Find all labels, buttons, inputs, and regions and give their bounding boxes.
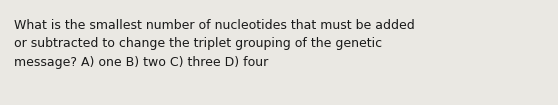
- Text: What is the smallest number of nucleotides that must be added
or subtracted to c: What is the smallest number of nucleotid…: [14, 19, 415, 69]
